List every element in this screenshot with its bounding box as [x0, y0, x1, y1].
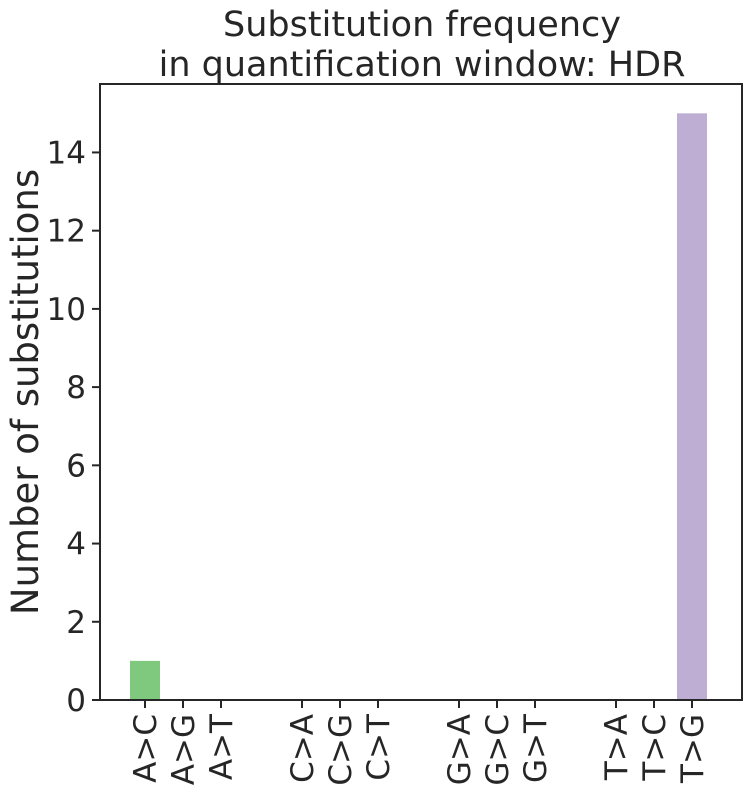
x-tick-label: G>C — [480, 714, 516, 786]
y-tick-label: 8 — [66, 370, 86, 406]
chart-title-line-1: Substitution frequency — [223, 5, 621, 45]
chart-title-line-2: in quantification window: HDR — [159, 45, 686, 85]
y-tick-label: 10 — [47, 292, 86, 328]
bar-A-to-C — [130, 660, 160, 700]
x-tick-label: T>C — [637, 714, 673, 782]
x-tick-label: C>T — [361, 713, 397, 781]
y-axis-label: Number of substitutions — [4, 169, 47, 615]
x-tick-label: G>T — [518, 713, 554, 783]
y-tick-label: 6 — [66, 448, 86, 484]
y-tick-label: 4 — [66, 527, 86, 563]
x-tick-label: A>C — [128, 714, 164, 783]
y-tick-label: 12 — [47, 214, 86, 250]
x-tick-label: C>A — [285, 714, 321, 783]
bars-group — [130, 113, 707, 701]
x-ticks-group: A>C A>G A>T C>A C>G C>T G>A G>C G>T T>A T>C T>G — [128, 700, 711, 786]
x-tick-label: T>G — [675, 714, 711, 784]
chart-title: Substitution frequency in quantification… — [159, 5, 686, 85]
x-tick-label: A>T — [204, 713, 240, 780]
y-tick-label: 14 — [47, 135, 86, 171]
y-tick-label: 0 — [66, 683, 86, 719]
bar-T-to-G — [677, 113, 707, 701]
y-ticks-group: 0 2 4 6 8 10 12 14 — [47, 135, 100, 719]
x-tick-label: G>A — [442, 714, 478, 785]
x-tick-label: A>G — [166, 714, 202, 785]
plot-area-frame — [99, 83, 743, 701]
y-tick-label: 2 — [66, 605, 86, 641]
x-tick-label: T>A — [599, 714, 635, 781]
x-tick-label: C>G — [323, 714, 359, 786]
